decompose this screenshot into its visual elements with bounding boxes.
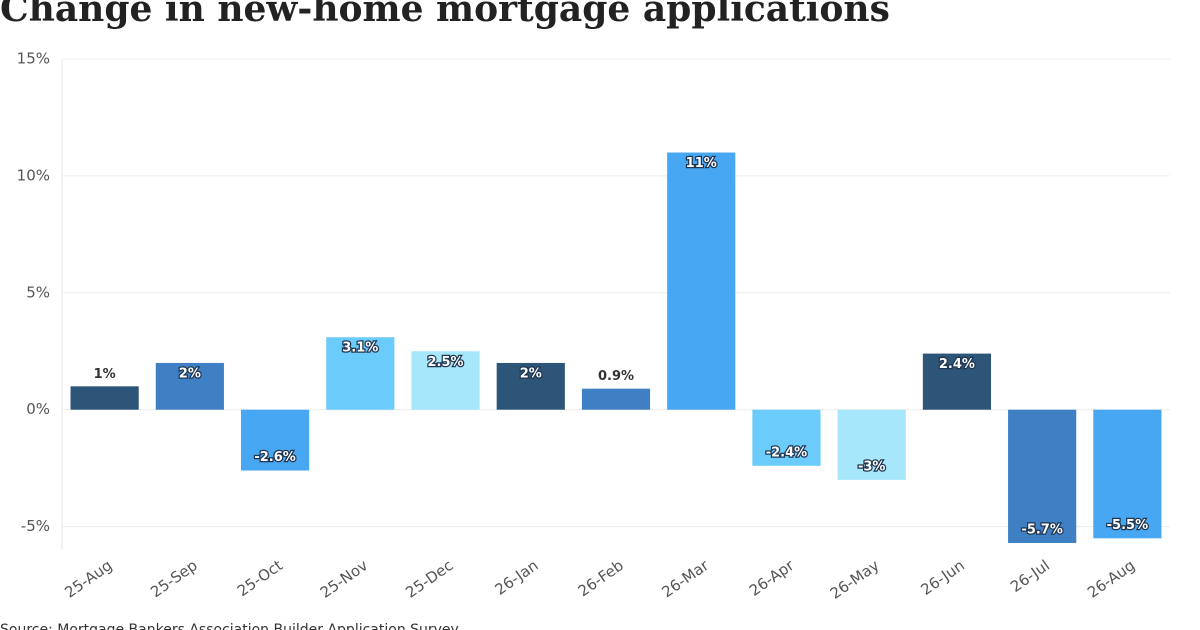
- y-tick-label: 10%: [17, 166, 50, 184]
- value-label: 2%: [520, 366, 542, 381]
- value-label: 2%: [179, 366, 201, 381]
- value-label: 2.4%: [939, 357, 975, 372]
- x-tick-label: 25-Nov: [317, 556, 371, 602]
- x-tick-label: 25-Oct: [234, 556, 286, 600]
- x-tick-label: 26-Apr: [746, 556, 798, 600]
- x-tick-label: 25-Sep: [147, 556, 201, 601]
- bar: [496, 362, 565, 410]
- value-label: -5.7%: [1021, 522, 1062, 537]
- value-label: 3.1%: [342, 341, 378, 356]
- y-tick-label: -5%: [21, 517, 50, 535]
- x-tick-label: 26-Mar: [659, 556, 713, 602]
- value-label: 1%: [94, 367, 116, 382]
- bar: [1093, 409, 1162, 539]
- value-label: -5.5%: [1107, 518, 1148, 533]
- bar: [326, 337, 395, 410]
- x-tick-label: 26-Jul: [1007, 556, 1053, 596]
- x-tick-label: 25-Aug: [61, 556, 115, 601]
- bar: [1008, 409, 1077, 543]
- value-label: -2.6%: [254, 450, 295, 465]
- chart-title: Change in new-home mortgage applications: [0, 0, 890, 30]
- value-label: 11%: [686, 156, 717, 171]
- x-tick-label: 26-Aug: [1084, 556, 1138, 601]
- y-tick-label: 5%: [26, 283, 50, 301]
- bar: [155, 362, 224, 410]
- x-tick-label: 26-Jun: [918, 556, 968, 599]
- bar: [581, 388, 651, 410]
- y-tick-label: 15%: [17, 50, 50, 68]
- source-note: Source: Mortgage Bankers Association Bui…: [0, 622, 459, 630]
- x-tick-label: 25-Dec: [402, 556, 456, 601]
- x-tick-label: 26-Jan: [492, 556, 542, 599]
- value-label: 2.5%: [428, 355, 464, 370]
- bar: [70, 386, 139, 410]
- value-label: -2.4%: [766, 445, 807, 460]
- bar: [752, 409, 821, 466]
- x-tick-label: 26-May: [827, 556, 883, 603]
- bar: [837, 409, 906, 480]
- value-label: 0.9%: [598, 369, 634, 384]
- bar: [922, 353, 992, 410]
- value-label: -3%: [858, 459, 885, 474]
- bar: [411, 351, 480, 410]
- bar: [240, 409, 310, 471]
- bar: [667, 152, 736, 410]
- y-tick-label: 0%: [26, 400, 50, 418]
- x-tick-label: 26-Feb: [575, 556, 627, 600]
